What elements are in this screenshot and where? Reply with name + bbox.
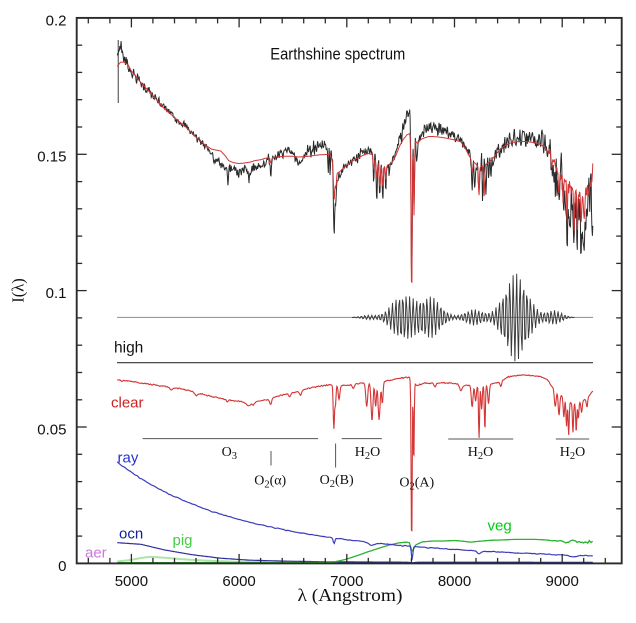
svg-text:5000: 5000 [115,573,148,590]
svg-text:6000: 6000 [222,573,255,590]
svg-text:H2O: H2O [355,445,381,462]
svg-text:0.2: 0.2 [46,12,67,29]
svg-text:λ (Angstrom): λ (Angstrom) [298,585,403,606]
svg-text:I(λ): I(λ) [9,278,28,302]
svg-text:H2O: H2O [560,445,586,462]
svg-text:O2(A): O2(A) [399,476,434,493]
svg-text:0.1: 0.1 [46,285,67,302]
svg-text:ray: ray [118,450,139,467]
svg-text:aer: aer [85,545,107,562]
svg-text:H2O: H2O [468,445,494,462]
svg-text:pig: pig [173,532,193,549]
svg-text:Earthshine spectrum: Earthshine spectrum [270,45,405,64]
svg-text:veg: veg [488,518,512,535]
svg-text:ocn: ocn [119,526,143,543]
svg-text:high: high [114,340,143,357]
svg-text:0.05: 0.05 [37,421,66,438]
svg-text:7000: 7000 [330,573,363,590]
svg-text:9000: 9000 [546,573,579,590]
svg-text:0: 0 [58,558,66,575]
svg-text:O2(α): O2(α) [254,474,286,491]
svg-text:O2(B): O2(B) [320,473,354,490]
svg-text:8000: 8000 [438,573,471,590]
svg-text:0.15: 0.15 [37,149,66,166]
svg-text:clear: clear [111,395,144,412]
